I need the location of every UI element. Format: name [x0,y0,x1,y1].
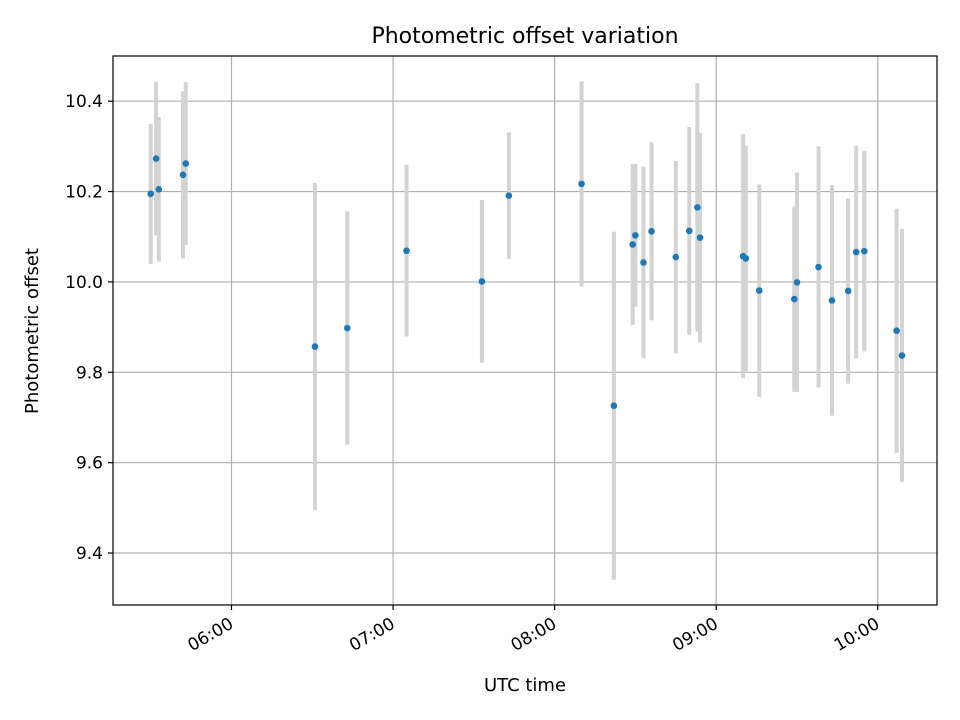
y-tick-label: 10.0 [65,273,103,293]
y-tick-label: 9.4 [76,544,103,564]
data-point [696,234,704,241]
point-layer [147,155,906,410]
plot-frame [112,55,938,606]
data-point [648,228,655,235]
data-point [685,227,693,235]
grid-layer [113,56,937,605]
data-point [610,402,618,410]
data-point [672,253,680,261]
chart-title: Photometric offset variation [371,24,678,49]
y-tick-label: 9.8 [76,363,103,383]
data-point [898,352,906,359]
y-tick-label: 9.6 [76,454,103,474]
data-point [478,278,486,285]
y-axis-label: Photometric offset [22,248,43,414]
data-point [343,324,351,332]
data-point [179,171,187,179]
data-point [640,259,647,266]
data-point [694,204,701,211]
y-tick-label: 10.4 [65,92,103,112]
data-point [403,247,410,255]
data-point [852,248,860,256]
data-point [182,160,190,167]
data-point [742,255,750,262]
data-point [790,295,798,303]
data-point [147,190,154,198]
data-point [632,232,639,239]
y-tick-label: 10.2 [65,183,103,203]
data-point [893,327,900,335]
data-point [505,192,513,199]
data-point [815,263,822,271]
data-point [578,180,585,188]
x-axis-label: UTC time [484,675,566,696]
data-point [755,287,763,294]
data-point [793,279,801,286]
data-point [860,247,868,255]
data-point [152,155,160,162]
data-point [844,287,852,295]
data-point [629,241,637,248]
data-point [311,343,319,350]
data-point [155,185,163,193]
data-point [828,297,836,304]
